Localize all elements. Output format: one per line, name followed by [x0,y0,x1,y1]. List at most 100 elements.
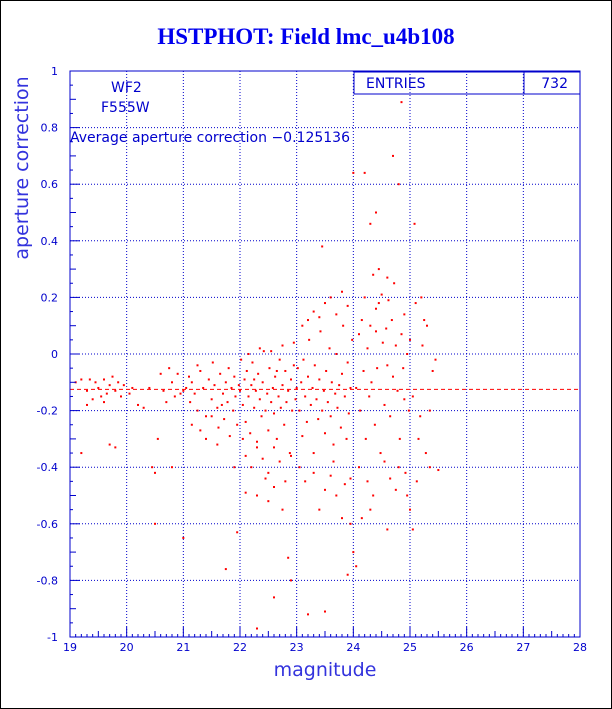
data-point [346,304,349,307]
data-point [329,415,332,418]
x-tick-label: 26 [460,641,474,654]
data-point [397,466,400,469]
data-point [346,361,349,364]
data-point [413,222,416,225]
data-point [298,409,301,412]
data-point [363,296,366,299]
grid-lines [70,71,580,637]
data-point [389,477,392,480]
data-point [236,423,239,426]
data-point [256,494,258,497]
data-point [300,381,303,384]
data-point [342,324,345,327]
data-point [80,378,83,381]
y-tick-label: 0.6 [41,178,59,191]
data-point [103,378,105,381]
data-point [156,437,159,440]
data-point [393,282,396,285]
data-point [196,409,199,412]
data-point [256,440,258,443]
data-point [407,409,410,412]
data-point [287,556,290,559]
data-point [403,398,406,401]
data-point [211,361,214,364]
axes [69,70,581,638]
data-point [389,415,392,418]
data-point [312,471,315,474]
data-point [349,522,352,525]
data-point [105,392,108,395]
data-point [394,344,397,347]
data-point [332,460,335,463]
data-point [290,378,292,381]
data-point [329,474,332,477]
data-point [258,347,261,350]
data-point [207,378,210,381]
data-point [190,423,193,426]
data-point [91,398,94,401]
data-point [224,568,227,571]
data-point [294,398,297,401]
data-point [258,398,261,401]
data-point [271,386,274,389]
data-point [97,386,100,389]
data-point [264,409,267,412]
data-point [304,480,307,483]
data-point [196,364,199,367]
data-point [285,401,288,404]
data-point [370,381,373,384]
data-point [291,409,294,412]
data-point [406,494,409,497]
data-point [154,522,156,525]
data-point [369,508,372,511]
data-point [397,183,400,186]
data-point [244,420,247,423]
detector-label: WF2 [111,80,142,96]
data-point [312,310,315,313]
data-point [362,369,365,372]
data-point [249,432,252,435]
data-point [253,406,256,409]
data-point [324,302,326,305]
data-point [94,381,97,384]
data-point [254,389,257,392]
x-tick-label: 27 [516,641,530,654]
data-point [86,389,88,392]
x-tick-label: 22 [233,641,247,654]
x-tick-labels: 19 20 21 22 23 24 25 26 27 28 [63,641,587,654]
data-point [387,299,390,302]
data-point [179,392,182,395]
data-point [390,319,393,322]
data-point [318,378,321,381]
data-point [250,384,253,387]
data-point [417,437,420,440]
data-point [369,222,372,225]
data-point [329,296,332,299]
data-point [313,364,316,367]
data-point [142,406,145,409]
data-point [108,384,111,387]
data-point [403,313,406,316]
data-point [257,372,260,375]
data-point [347,412,350,415]
data-point [283,423,286,426]
data-point [261,457,264,460]
x-tick-label: 25 [403,641,417,654]
data-point [335,313,338,316]
data-point [213,384,216,387]
data-point [173,395,176,398]
y-tick-label: -1 [47,631,58,644]
chart-title: HSTPHOT: Field lmc_u4b108 [157,24,455,49]
data-point [385,327,388,330]
data-point [88,378,91,381]
data-point [324,488,326,491]
y-tick-label: 0.8 [41,122,59,135]
data-point [260,415,263,418]
x-tick-label: 28 [573,641,587,654]
data-point [223,418,226,421]
data-point [222,392,224,395]
data-point [245,369,248,372]
x-tick-label: 19 [63,641,77,654]
data-point [250,466,253,469]
